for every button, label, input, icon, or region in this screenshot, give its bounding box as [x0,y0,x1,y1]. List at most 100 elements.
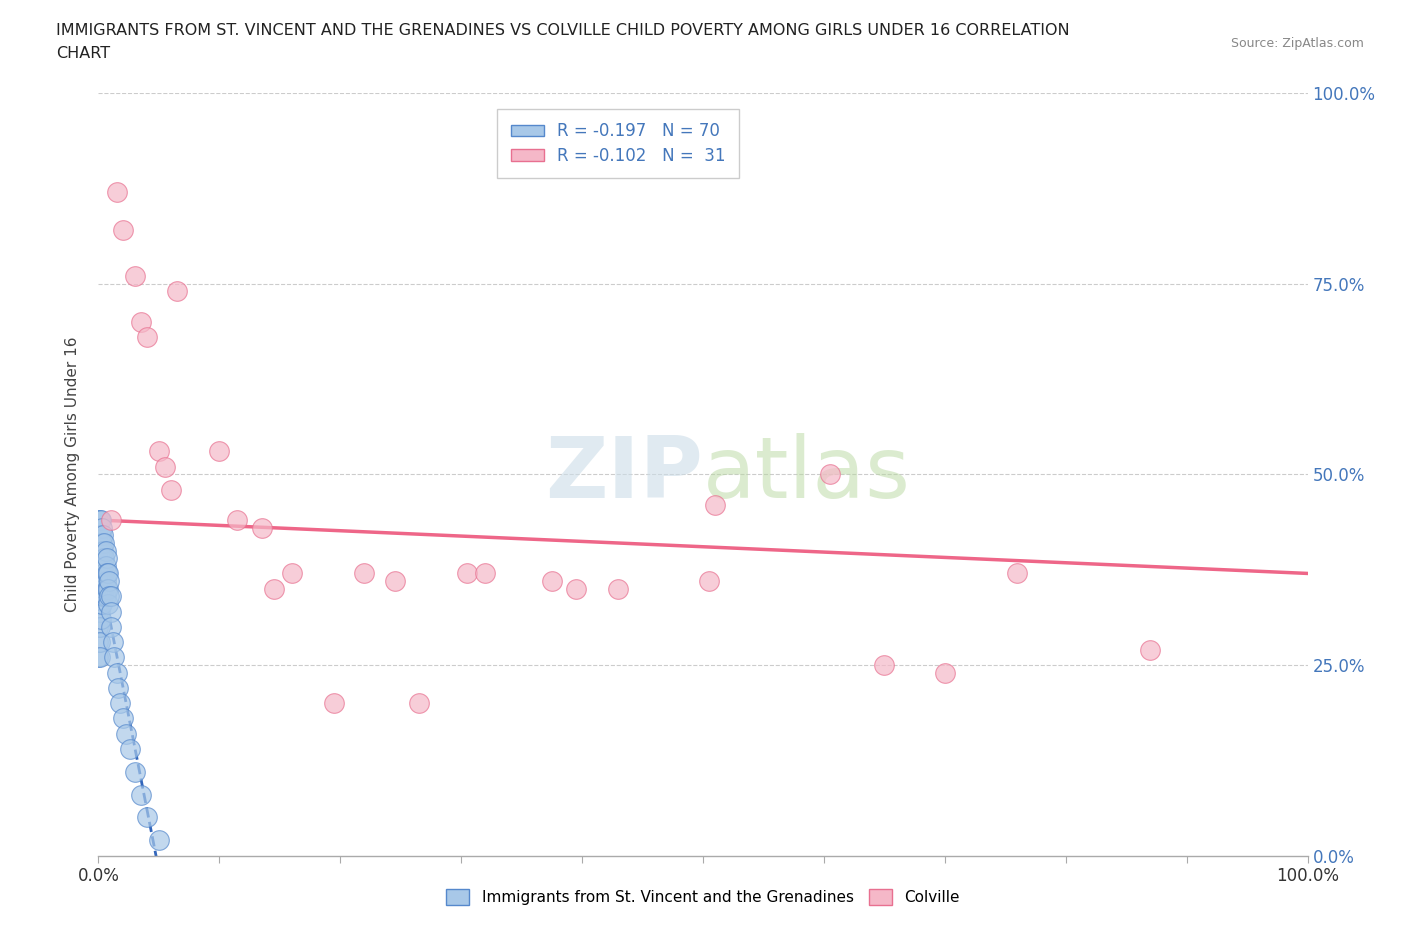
Point [97,596,120,611]
Point [89,634,111,649]
Point [90,512,112,527]
Point [91,543,114,558]
Point [91,574,114,589]
Point [96,566,118,581]
Point [87,512,110,527]
Point [91,596,114,611]
Point [281,566,304,581]
Point [697,574,720,589]
Point [87,528,110,543]
Point [1007,566,1029,581]
Point [90,566,112,581]
Point [91,581,114,596]
Point [94,574,117,589]
Point [873,658,896,672]
Point [153,459,176,474]
Point [91,551,114,565]
Point [540,574,562,589]
Point [263,581,285,596]
Point [384,574,406,589]
Point [91,589,114,604]
Point [118,741,141,756]
Point [607,581,630,596]
Point [135,810,157,825]
Y-axis label: Child Poverty Among Girls Under 16: Child Poverty Among Girls Under 16 [65,337,80,612]
Point [91,566,114,581]
Point [94,589,117,604]
Text: Source: ZipAtlas.com: Source: ZipAtlas.com [1230,37,1364,50]
Point [98,589,121,604]
Point [90,612,112,627]
Point [89,543,111,558]
Point [474,566,496,581]
Point [90,528,112,543]
Point [323,696,346,711]
Point [87,619,110,634]
Point [100,512,122,527]
Point [87,634,110,649]
Point [87,558,110,573]
Point [111,711,134,725]
Point [87,650,110,665]
Point [94,558,117,573]
Point [934,665,956,680]
Point [208,444,231,458]
Point [90,543,112,558]
Point [87,604,110,619]
Point [100,604,122,619]
Point [90,581,112,596]
Point [160,482,183,497]
Point [96,551,118,565]
Point [90,596,112,611]
Point [91,558,114,573]
Point [135,329,157,344]
Point [111,223,134,238]
Point [97,566,120,581]
Point [96,581,118,596]
Point [818,467,841,482]
Point [124,764,146,779]
Text: atlas: atlas [703,432,911,516]
Point [124,269,146,284]
Point [1139,643,1161,658]
Point [100,619,122,634]
Point [89,558,111,573]
Point [93,536,115,551]
Text: IMMIGRANTS FROM ST. VINCENT AND THE GRENADINES VS COLVILLE CHILD POVERTY AMONG G: IMMIGRANTS FROM ST. VINCENT AND THE GREN… [56,23,1070,38]
Point [129,314,152,329]
Point [105,665,128,680]
Point [107,681,129,696]
Point [103,650,125,665]
Point [98,574,121,589]
Point [226,512,249,527]
Point [148,444,170,458]
Text: ZIP: ZIP [546,432,703,516]
Point [91,528,114,543]
Point [87,589,110,604]
Point [87,574,110,589]
Point [148,833,170,848]
Point [93,551,115,565]
Point [105,185,128,200]
Point [93,566,115,581]
Point [250,520,273,535]
Point [87,543,110,558]
Point [93,581,115,596]
Point [353,566,375,581]
Legend: Immigrants from St. Vincent and the Grenadines, Colville: Immigrants from St. Vincent and the Gren… [440,883,966,911]
Point [91,520,114,535]
Point [91,536,114,551]
Point [408,696,430,711]
Point [89,574,111,589]
Point [166,284,188,299]
Point [89,512,111,527]
Text: CHART: CHART [56,46,110,61]
Point [704,498,727,512]
Point [101,634,124,649]
Point [100,589,122,604]
Point [94,543,117,558]
Point [115,726,138,741]
Point [108,696,131,711]
Legend: R = -0.197   N = 70, R = -0.102   N =  31: R = -0.197 N = 70, R = -0.102 N = 31 [498,109,740,179]
Point [129,787,152,802]
